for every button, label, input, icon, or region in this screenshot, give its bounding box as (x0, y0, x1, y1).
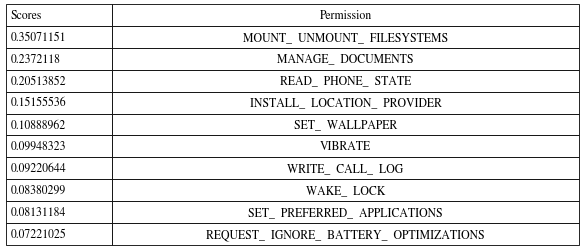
Text: INSTALL_  LOCATION_  PROVIDER: INSTALL_ LOCATION_ PROVIDER (250, 97, 442, 109)
Text: 0.08131184: 0.08131184 (11, 206, 66, 218)
Bar (6, 223, 112, 245)
Bar (6, 180, 112, 201)
Text: WRITE_  CALL_  LOG: WRITE_ CALL_ LOG (287, 163, 404, 174)
Text: WAKE_  LOCK: WAKE_ LOCK (306, 184, 385, 196)
Bar (6, 70, 112, 92)
Bar (112, 27, 579, 49)
Text: 0.15155536: 0.15155536 (11, 97, 66, 109)
Text: 0.07221025: 0.07221025 (11, 228, 66, 240)
Text: READ_  PHONE_  STATE: READ_ PHONE_ STATE (280, 76, 411, 87)
Bar (112, 136, 579, 158)
Text: Scores: Scores (11, 10, 42, 22)
Bar (6, 92, 112, 114)
Bar (112, 70, 579, 92)
Bar (112, 49, 579, 70)
Text: SET_  WALLPAPER: SET_ WALLPAPER (294, 119, 397, 131)
Bar (6, 49, 112, 70)
Bar (112, 223, 579, 245)
Text: 0.09948323: 0.09948323 (11, 141, 66, 153)
Text: 0.35071151: 0.35071151 (11, 32, 66, 44)
Text: Permission: Permission (319, 10, 371, 22)
Text: 0.20513852: 0.20513852 (11, 76, 66, 87)
Bar (6, 27, 112, 49)
Text: SET_  PREFERRED_  APPLICATIONS: SET_ PREFERRED_ APPLICATIONS (248, 206, 443, 218)
Text: MOUNT_  UNMOUNT_  FILESYSTEMS: MOUNT_ UNMOUNT_ FILESYSTEMS (243, 32, 448, 44)
Bar (112, 5, 579, 27)
Bar (6, 158, 112, 180)
Text: MANAGE_  DOCUMENTS: MANAGE_ DOCUMENTS (277, 54, 414, 66)
Bar (6, 114, 112, 136)
Text: VIBRATE: VIBRATE (320, 141, 371, 153)
Text: 0.2372118: 0.2372118 (11, 54, 60, 66)
Bar (6, 5, 112, 27)
Bar (112, 92, 579, 114)
Text: 0.10888962: 0.10888962 (11, 119, 66, 131)
Bar (6, 201, 112, 223)
Bar (112, 180, 579, 201)
Text: 0.09220644: 0.09220644 (11, 163, 66, 174)
Text: REQUEST_  IGNORE_  BATTERY_  OPTIMIZATIONS: REQUEST_ IGNORE_ BATTERY_ OPTIMIZATIONS (207, 228, 485, 240)
Bar (6, 136, 112, 158)
Bar (112, 201, 579, 223)
Bar (112, 158, 579, 180)
Text: 0.08380299: 0.08380299 (11, 184, 66, 196)
Bar (112, 114, 579, 136)
